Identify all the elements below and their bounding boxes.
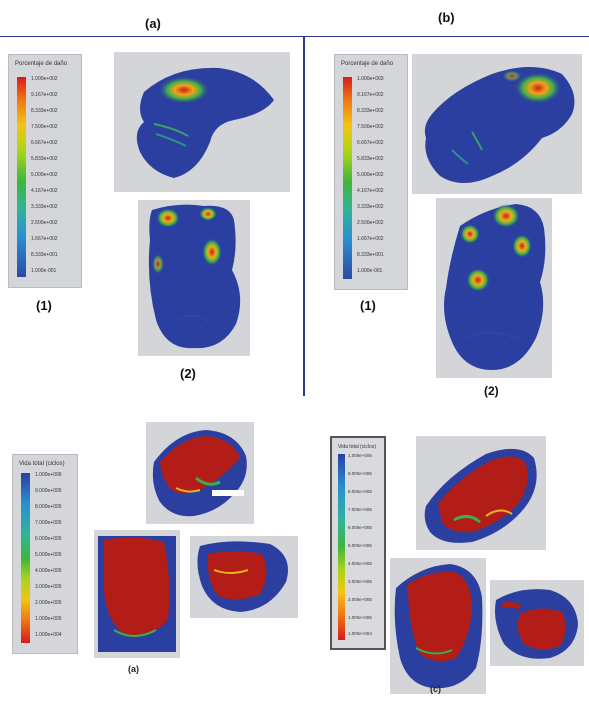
legend-tick: 6.667e+002 [357,140,384,146]
legend-tick: 8.333e+001 [31,252,58,258]
legend-tick: 1.000e+004 [348,631,372,636]
legend-tick: 4.167e+002 [31,188,58,194]
legend-tick: 1.000e+004 [35,632,62,638]
legend-tick: 2.500e+002 [31,220,58,226]
render-bottom-right-1 [416,436,546,550]
legend-tick: 7.500e+002 [31,124,58,130]
legend-tick: 9.167e+002 [31,92,58,98]
render-top-left-1 [114,52,290,192]
legend-tick: 9.167e+002 [357,92,384,98]
legend-tick: 6.000e+005 [348,525,372,530]
legend-tick: 1.000e+005 [35,616,62,622]
render-top-right-1 [412,54,582,194]
caption-a: (a) [145,16,161,31]
legend-colorbar [343,77,352,279]
legend-tick: 7.500e+002 [357,124,384,130]
legend-colorbar [338,454,345,640]
label-top-left-1: (1) [36,298,52,313]
legend-tick: 3.000e+005 [35,584,62,590]
legend-tick: 2.000e+005 [348,597,372,602]
render-top-right-2 [436,198,552,378]
top-divider-left [0,36,304,37]
render-bottom-right-2 [390,558,486,694]
legend-tick: 5.000e+005 [35,552,62,558]
render-bottom-left-2 [94,530,180,658]
render-top-left-2 [138,200,250,356]
legend-colorbar [21,473,30,643]
legend-bottom-left: Vida total (ciclos) 1.000e+006 9.000e+00… [12,454,78,654]
legend-tick: 4.167e+002 [357,188,384,194]
mesh-shape [394,564,483,689]
legend-tick: 1.667e+002 [357,236,384,242]
legend-tick: 7.000e+005 [35,520,62,526]
legend-bottom-right: Vida total (ciclos) 1.000e+006 9.000e+00… [330,436,386,650]
center-divider [303,36,305,396]
legend-tick: 1.000e+005 [348,615,372,620]
mesh-shape [197,541,288,612]
legend-tick: 6.667e+002 [31,140,58,146]
legend-tick: 3.333e+002 [31,204,58,210]
legend-tick: 8.333e+001 [357,252,384,258]
render-bottom-left-3 [190,536,298,618]
label-top-right-1: (1) [360,298,376,313]
top-divider-right [304,36,589,37]
mesh-shape [148,204,241,349]
legend-tick: 5.833e+002 [357,156,384,162]
legend-tick: 4.000e+005 [35,568,62,574]
mesh-shape [136,67,274,178]
legend-tick: 5.000e+002 [357,172,384,178]
legend-tick: 8.000e+005 [348,489,372,494]
legend-tick: 1.000e+002 [31,76,58,82]
legend-tick: 1.000e-001 [357,268,383,274]
legend-tick: 3.333e+002 [357,204,384,210]
legend-tick: 5.000e+002 [31,172,58,178]
render-bottom-right-3 [490,580,584,666]
legend-tick: 4.000e+005 [348,561,372,566]
mesh-shape [152,430,247,517]
legend-colorbar [17,77,26,277]
legend-tick: 8.000e+005 [35,504,62,510]
legend-title: Porcentaje de daño [15,61,68,67]
legend-tick: 9.000e+005 [35,488,62,494]
legend-tick: 1.667e+002 [31,236,58,242]
legend-tick: 2.000e+005 [35,600,62,606]
legend-tick: 7.000e+005 [348,507,372,512]
mesh-shape [98,536,176,652]
legend-title: Porcentaje de daño [341,61,394,67]
label-bottom-right: (c) [430,684,441,694]
legend-tick: 1.000e+006 [35,472,62,478]
mesh-shape [424,448,537,543]
legend-tick: 2.500e+002 [357,220,384,226]
mesh-shape [444,204,546,370]
legend-top-right: Porcentaje de daño 1.000e+003 9.167e+002… [334,54,408,290]
legend-tick: 5.833e+002 [31,156,58,162]
label-top-right-2: (2) [484,384,499,398]
legend-tick: 1.000e+006 [348,453,372,458]
legend-title: Vida total (ciclos) [19,461,65,467]
legend-tick: 3.000e+005 [348,579,372,584]
mesh-shape [495,589,578,659]
legend-tick: 6.000e+005 [35,536,62,542]
mesh-shape [424,67,575,183]
label-top-left-2: (2) [180,366,196,381]
legend-tick: 5.000e+005 [348,543,372,548]
caption-b: (b) [438,10,455,25]
legend-top-left: Porcentaje de daño 1.000e+002 9.167e+002… [8,54,82,288]
legend-tick: 8.333e+002 [31,108,58,114]
marker-arrow [212,490,244,496]
legend-title: Vida total (ciclos) [338,444,376,450]
legend-tick: 1.000e-001 [31,268,57,274]
legend-tick: 1.000e+003 [357,76,384,82]
label-bottom-left: (a) [128,664,139,674]
legend-tick: 9.000e+005 [348,471,372,476]
legend-tick: 8.333e+002 [357,108,384,114]
render-bottom-left-1 [146,422,254,524]
